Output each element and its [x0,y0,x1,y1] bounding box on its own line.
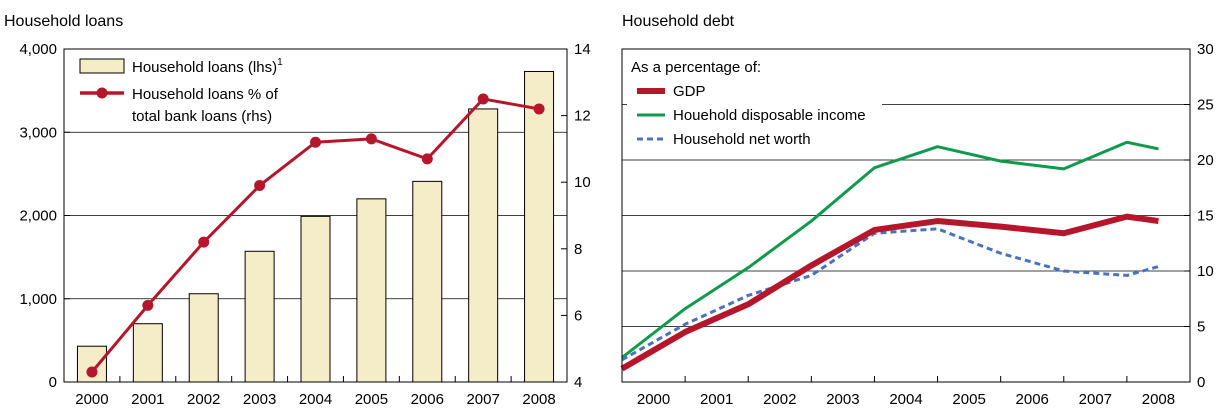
legend-line-label-2: total bank loans (rhs) [132,108,272,125]
right-x-tick-label: 2008 [1142,391,1175,408]
left-y-tick-label: 3,000 [19,124,57,141]
point-loans-share-2003 [254,180,266,192]
left-chart-title: Household loans [4,13,123,30]
right-x-tick-label: 2006 [1016,391,1049,408]
left-line-series [86,93,545,378]
legend-line-marker [96,87,108,99]
left-x-tick-label: 2007 [466,391,499,408]
line-net-worth [621,227,1159,362]
legend-line-label-1: Household loans % of [132,86,279,103]
legend-gdp-label: GDP [673,83,706,100]
right-chart-title: Household debt [622,13,735,30]
bar-household-loans-2001 [132,323,163,383]
left-x-tick-label: 2002 [187,391,220,408]
left-x-tick-label: 2005 [355,391,388,408]
right-y-tick-label: 5 [1197,319,1205,336]
right-y-tick-label: 15 [1197,208,1214,225]
right-x-tick-label: 2005 [952,391,985,408]
left-x-tick-label: 2008 [522,391,555,408]
left-y-tick-label: 0 [49,374,57,391]
left-right-tick-label: 10 [574,174,591,191]
point-loans-share-2004 [310,136,321,148]
right-y-tick-label: 30 [1197,41,1214,58]
legend-networth-label: Household net worth [673,131,811,148]
right-y-tick-label: 20 [1197,152,1214,169]
right-x-tick-label: 2007 [1079,391,1112,408]
left-right-tick-label: 14 [574,41,591,58]
right-line-series [620,140,1159,372]
left-x-tick-label: 2000 [75,391,108,408]
legend-title: As a percentage of: [631,59,761,76]
line-gdp [620,213,1159,372]
bar-household-loans-2004 [300,215,331,383]
bar-household-loans-2002 [188,293,219,383]
left-right-tick-label: 6 [574,307,582,324]
point-loans-share-2006 [421,153,433,165]
legend-bar-label: Household loans (lhs)1 [132,57,283,76]
right-axis-ticks [684,48,1190,383]
right-y-axis-labels: 0 5 10 15 20 25 30 [1197,41,1214,391]
bar-household-loans-2007 [468,108,499,383]
left-right-tick-label: 4 [574,374,582,391]
bar-household-loans-2003 [244,250,275,383]
line-disposable-income [621,140,1159,359]
left-y-tick-label: 2,000 [19,208,57,225]
bar-household-loans-2008 [524,70,555,383]
point-loans-share-2002 [198,236,210,248]
right-y-tick-label: 25 [1197,97,1214,114]
left-x-tick-label: 2003 [243,391,276,408]
right-x-tick-label: 2000 [637,391,670,408]
left-x-tick-label: 2001 [131,391,164,408]
left-right-axis-labels: 4 6 8 10 12 14 [574,41,591,391]
bar-household-loans-2005 [356,198,387,383]
right-x-axis-labels: 2000 2001 2002 2003 2004 2005 2006 2007 2008 [637,391,1175,408]
left-right-tick-label: 12 [574,108,591,125]
left-x-axis-labels: 2000 2001 2002 2003 2004 2005 2006 2007 2008 [75,391,555,408]
left-legend: Household loans (lhs)1 Household loans %… [79,57,283,125]
legend-income-label: Houehold disposable income [673,107,866,124]
right-x-tick-label: 2002 [763,391,796,408]
left-y-tick-label: 1,000 [19,291,57,308]
right-x-tick-label: 2003 [826,391,859,408]
right-x-tick-label: 2001 [700,391,733,408]
left-x-tick-label: 2004 [299,391,332,408]
point-loans-share-2001 [142,299,154,311]
left-x-tick-label: 2006 [411,391,444,408]
left-bars [76,70,555,383]
legend-bar-swatch [79,58,125,74]
right-legend-bg [627,55,882,155]
right-legend: As a percentage of: GDP Houehold disposa… [627,55,882,155]
point-loans-share-2000 [86,366,98,378]
left-right-tick-label: 8 [574,241,582,258]
bar-household-loans-2006 [412,180,443,383]
right-y-tick-label: 10 [1197,263,1214,280]
point-loans-share-2007 [477,93,489,105]
left-y-axis-labels: 0 1,000 2,000 3,000 4,000 [19,41,57,391]
left-y-tick-label: 4,000 [19,41,57,58]
point-loans-share-2005 [365,133,377,145]
point-loans-share-2008 [533,103,545,115]
right-x-tick-label: 2004 [889,391,922,408]
left-axis-ticks [64,48,567,383]
right-y-tick-label: 0 [1197,374,1205,391]
